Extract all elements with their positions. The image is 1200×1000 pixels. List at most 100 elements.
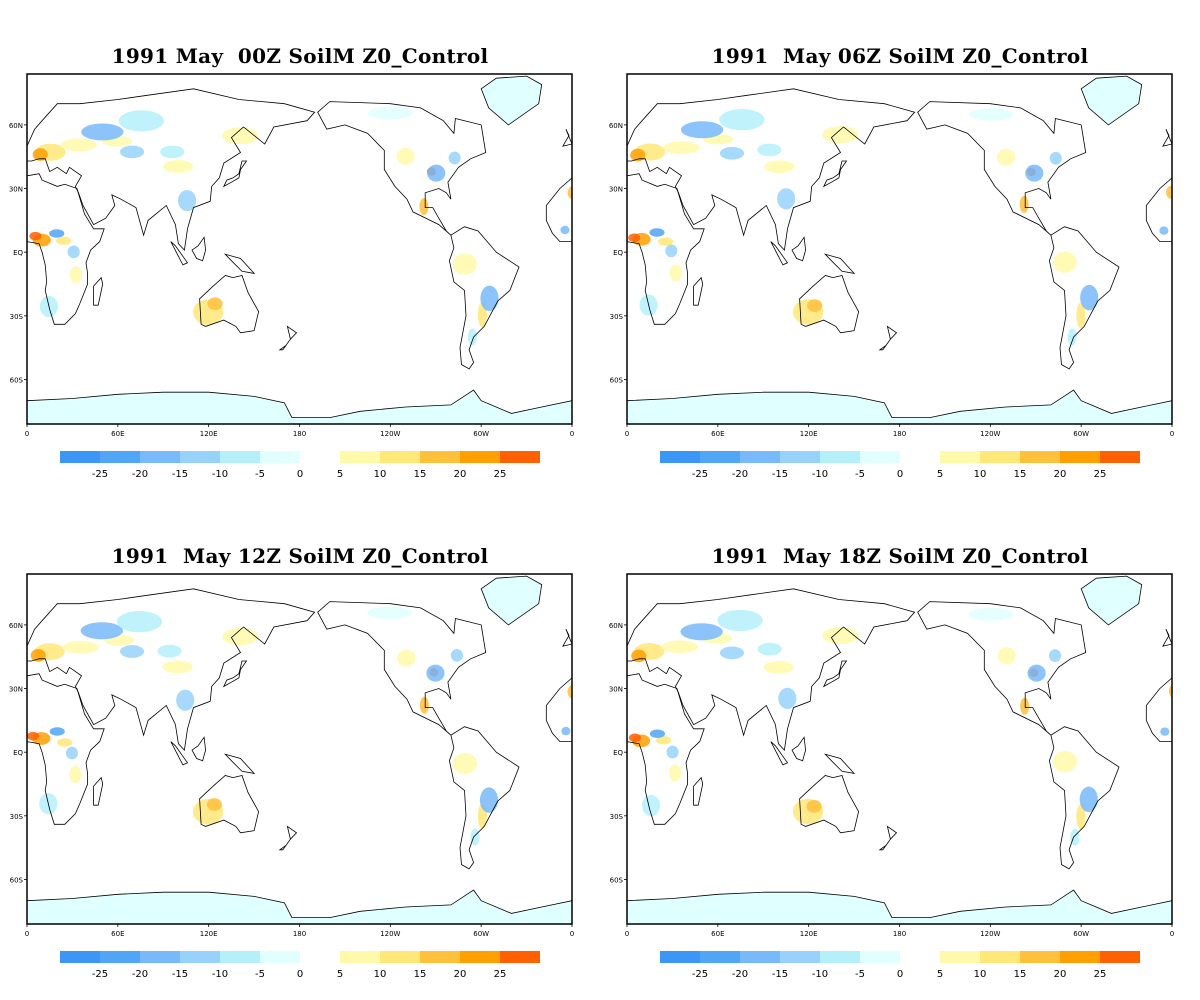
map-area [27,574,572,924]
y-tick-label: 60N [9,122,23,130]
anomaly-patch [160,145,185,159]
anomaly-patch [29,231,42,241]
sumatra-land [170,741,188,765]
anomaly-patch [996,148,1015,166]
colorbar-label-negative: -15 [772,969,788,980]
madagascar-land [93,277,103,306]
anomaly-patch [1025,164,1044,182]
colorbar-label-positive: 15 [414,969,427,980]
anomaly-patch [467,328,477,346]
borneo-land [192,737,206,761]
colorbar-swatch-negative [660,451,700,463]
north-america-land [317,601,486,736]
anomaly-patch [1166,185,1172,199]
antarctica-land [27,890,572,924]
madagascar-land [93,777,103,806]
colorbar-label-negative: -20 [732,469,748,480]
anomaly-patch [757,642,782,656]
x-tick-label: 0 [25,430,29,438]
greenland-land [1081,576,1142,625]
new-zealand-south-coastline [278,838,291,851]
anomaly-patch [452,752,477,775]
colorbar-swatch-negative [860,451,900,463]
colorbar-swatch-negative [820,451,860,463]
antarctica-land [27,390,572,424]
colorbar-label-positive: 10 [374,969,387,980]
anomaly-patch [663,141,700,155]
anomaly-patch [119,145,145,159]
borneo-land [192,237,206,261]
japan-coastline [222,660,248,688]
sumatra-land [170,241,188,265]
x-tick-label: 0 [1170,430,1174,438]
anomaly-patch [419,696,429,714]
colorbar-label-positive: 20 [1054,469,1067,480]
new-guinea-land [225,754,255,774]
japan-coastline [822,160,848,188]
colorbar-swatch-negative [780,451,820,463]
colorbar-swatch-positive [940,951,980,963]
y-tick-label: 30N [609,186,623,194]
x-tick-label: 0 [570,430,574,438]
africa-land [27,673,105,825]
new-zealand-coastline [286,825,298,841]
colorbar-label-negative: 0 [297,469,303,480]
colorbar-label-negative: -10 [812,969,828,980]
x-tick-label: 60W [1073,930,1089,938]
y-tick-label: 60S [10,876,24,884]
australia-coastline [199,775,260,834]
west-africa-coastline [545,177,572,243]
north-america-coastline [317,601,487,736]
anomaly-patch [176,689,195,711]
anomaly-patch [427,164,446,182]
colorbar-label-negative: -5 [855,969,865,980]
west-africa-land [1146,177,1172,242]
colorbar-swatch-negative [100,451,140,463]
x-tick-label: 120E [800,930,818,938]
colorbar-swatch-negative [660,951,700,963]
new-guinea-coastline [824,753,856,774]
colorbar-label-positive: 25 [494,969,507,980]
colorbar-swatch-negative [100,951,140,963]
anomaly-patch [1027,664,1046,682]
anomaly-patch [1070,828,1080,846]
uk-coastline [1162,129,1172,147]
colorbar-label-negative: -5 [255,969,265,980]
anomaly-patch [560,225,570,235]
soil-moisture-map: 0 60E 120E 180 120W 60W 0 60N 30N EQ 30S 60S -25 -20 -… [9,573,574,980]
africa-coastline [27,173,105,325]
anomaly-patch [1020,697,1030,715]
colorbar-swatch-positive [380,951,420,963]
sumatra-coastline [770,241,789,266]
anomaly-patch [419,198,429,216]
y-tick-label: 30N [609,686,623,694]
west-africa-land [546,177,572,242]
colorbar-swatch-negative [180,451,220,463]
anomaly-patch [27,731,40,741]
anomaly-patch [658,237,674,246]
x-tick-label: 0 [570,930,574,938]
anomaly-patch [719,109,765,131]
anomaly-patch [1048,649,1062,662]
anomaly-patch [119,645,145,658]
south-america-coastline [448,226,520,370]
antarctica-land [627,890,1172,924]
x-tick-label: 60E [111,430,124,438]
uk-land [1162,129,1172,147]
anomaly-patch [177,189,197,212]
africa-coastline [27,673,105,825]
colorbar-label-positive: 5 [937,469,943,480]
x-tick-label: 60W [1073,430,1089,438]
europe-asia-coastline [627,588,916,751]
map-area [27,74,572,424]
anomaly-patch [719,146,745,160]
madagascar-coastline [693,276,704,306]
europe-asia-coastline [27,88,316,251]
colorbar-label-negative: -10 [212,969,228,980]
japan-coastline [822,660,848,688]
anomaly-patch [680,623,723,641]
south-america-coastline [1048,726,1120,870]
x-tick-label: 60W [473,430,489,438]
madagascar-coastline [93,776,104,806]
colorbar-swatch-positive [500,951,540,963]
